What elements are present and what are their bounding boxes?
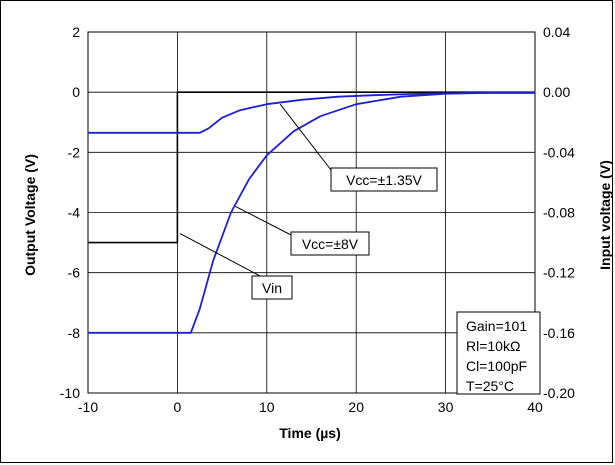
x-tick-label-2: 10 [259,399,275,415]
y-left-tick-label-0: 2 [72,24,80,40]
y-left-tick-label-4: -6 [68,265,81,281]
x-tick-labels: -10 0 10 20 30 40 [78,399,543,415]
y-right-tick-label-1: 0.00 [543,84,570,100]
y-left-tick-label-6: -10 [60,385,80,401]
y-left-axis-label: Output Voltage (V) [22,154,38,276]
x-tick-label-4: 30 [438,399,454,415]
y-right-tick-labels: 0.04 0.00 -0.04 -0.08 -0.12 -0.16 -0.20 [543,24,575,401]
y-right-tick-label-2: -0.04 [543,144,575,160]
condition-temperature: T=25°C [466,378,514,394]
condition-load-resistance: Rl=10kΩ [466,338,520,354]
condition-load-capacitance: Cl=100pF [466,358,527,374]
x-tick-label-0: -10 [78,399,98,415]
y-left-tick-label-5: -8 [68,325,81,341]
annotation-vcc-8v-text: Vcc=±8V [302,236,359,252]
annotation-vin-text: Vin [262,280,282,296]
series-line-vcc-1-35v [88,91,535,134]
leader-line-vcc135 [279,103,332,171]
conditions-box: Gain=101 Rl=10kΩ Cl=100pF T=25°C [456,311,541,395]
series-lines [88,91,535,334]
y-right-tick-label-6: -0.20 [543,385,575,401]
annotation-vcc-1-35v-box [330,167,438,192]
annotation-vin: Vin [251,275,293,300]
annotation-vcc-8v-box [290,231,370,256]
condition-gain: Gain=101 [466,318,527,334]
y-right-tick-label-5: -0.16 [543,325,575,341]
y-right-tick-label-4: -0.12 [543,265,575,281]
y-right-tick-label-0: 0.04 [543,24,570,40]
annotation-vin-box [251,275,293,300]
y-right-tick-label-3: -0.08 [543,205,575,221]
leader-line-vin [179,233,263,278]
y-left-tick-label-1: 0 [72,84,80,100]
annotation-vcc-1-35v-text: Vcc=±1.35V [346,172,422,188]
plot-border [87,31,536,394]
x-tick-label-5: 40 [527,399,543,415]
series-line-vcc-8v [88,91,535,334]
annotation-vcc-1-35v: Vcc=±1.35V [330,167,438,192]
x-axis-label: Time (µs) [279,425,341,441]
x-tick-label-1: 0 [174,399,182,415]
y-left-tick-labels: 2 0 -2 -4 -6 -8 -10 [60,24,80,401]
annotation-leaders [179,103,332,278]
x-tick-label-3: 20 [348,399,364,415]
y-right-axis-label: Input voltage (V) [597,160,613,270]
conditions-box-frame [456,311,541,395]
y-left-tick-label-3: -4 [68,205,81,221]
leader-line-vcc8 [235,206,292,236]
y-left-tick-label-2: -2 [68,144,81,160]
series-line-vin [88,91,535,244]
annotation-vcc-8v: Vcc=±8V [290,231,370,256]
